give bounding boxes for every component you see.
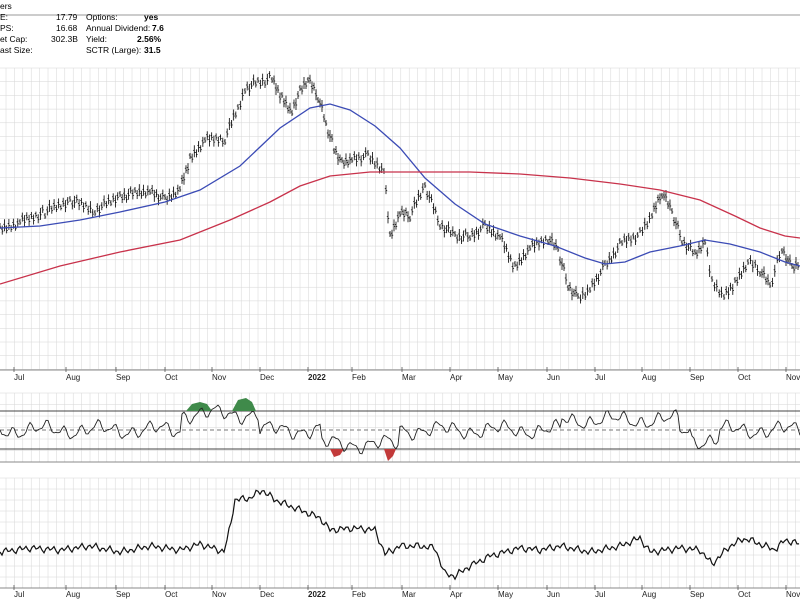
x-tick-label: Jun (547, 373, 560, 382)
x-tick-label: Sep (690, 373, 705, 382)
x-tick-label: Apr (450, 373, 463, 382)
stat-label: Yield: (86, 34, 107, 44)
x-tick-label: Nov (212, 590, 226, 599)
x-tick-label: Nov (212, 373, 226, 382)
x-tick-label: 2022 (308, 373, 326, 382)
stats-panel: ers E: 17.79 Options: yes PS: 16.68 Annu… (0, 1, 170, 72)
x-tick-label: Oct (738, 590, 751, 599)
stat-label: ast Size: (0, 45, 33, 55)
oscillator-oversold-fill (330, 449, 344, 457)
stat-value: 17.79 (56, 12, 78, 22)
stat-label: et Cap: (0, 34, 28, 44)
x-tick-label: Sep (690, 590, 705, 599)
x-tick-label: May (498, 590, 513, 599)
stat-value: 16.68 (56, 23, 78, 33)
x-tick-label: Apr (450, 590, 463, 599)
x-tick-label: Jul (14, 590, 24, 599)
stat-label: E: (0, 12, 9, 22)
stat-value: 302.3B (51, 34, 78, 44)
x-tick-label: Nov (786, 373, 800, 382)
x-tick-label: Feb (352, 373, 366, 382)
oscillator-overbought-fill (186, 402, 212, 411)
stat-value: 2.56% (137, 34, 162, 44)
x-tick-label: Dec (260, 373, 274, 382)
x-tick-label: 2022 (308, 590, 326, 599)
x-tick-label: Jul (595, 590, 605, 599)
oscillator-oversold-fill (384, 449, 396, 461)
x-tick-label: Oct (165, 590, 178, 599)
x-tick-label: Sep (116, 373, 131, 382)
moving-average-long-line (0, 171, 800, 285)
x-tick-label: Sep (116, 590, 131, 599)
stat-label: Options: (86, 12, 118, 22)
oscillator-line (0, 404, 800, 455)
x-tick-label: Aug (66, 590, 80, 599)
title-fragment: ers (0, 1, 12, 11)
x-tick-label: Aug (642, 590, 656, 599)
x-tick-label: Oct (738, 373, 751, 382)
x-tick-label: Mar (402, 373, 416, 382)
stat-label: Annual Dividend: (86, 23, 151, 33)
x-tick-label: Aug (66, 373, 80, 382)
stat-value: yes (144, 12, 159, 22)
x-tick-label: Nov (786, 590, 800, 599)
x-tick-label: Feb (352, 590, 366, 599)
stat-label: SCTR (Large): (86, 45, 142, 55)
oscillator-overbought-fill (232, 398, 256, 411)
moving-average-short-line (0, 103, 800, 267)
stat-label: PS: (0, 23, 14, 33)
x-tick-label: May (498, 373, 513, 382)
relative-strength-line (0, 489, 799, 581)
x-tick-label: Jul (595, 373, 605, 382)
x-tick-label: Jun (547, 590, 560, 599)
stat-value: 31.5 (144, 45, 161, 55)
x-tick-label: Oct (165, 373, 178, 382)
x-tick-label: Aug (642, 373, 656, 382)
stat-value: 7.6 (152, 23, 164, 33)
x-tick-label: Dec (260, 590, 274, 599)
x-tick-label: Jul (14, 373, 24, 382)
x-tick-label: Mar (402, 590, 416, 599)
